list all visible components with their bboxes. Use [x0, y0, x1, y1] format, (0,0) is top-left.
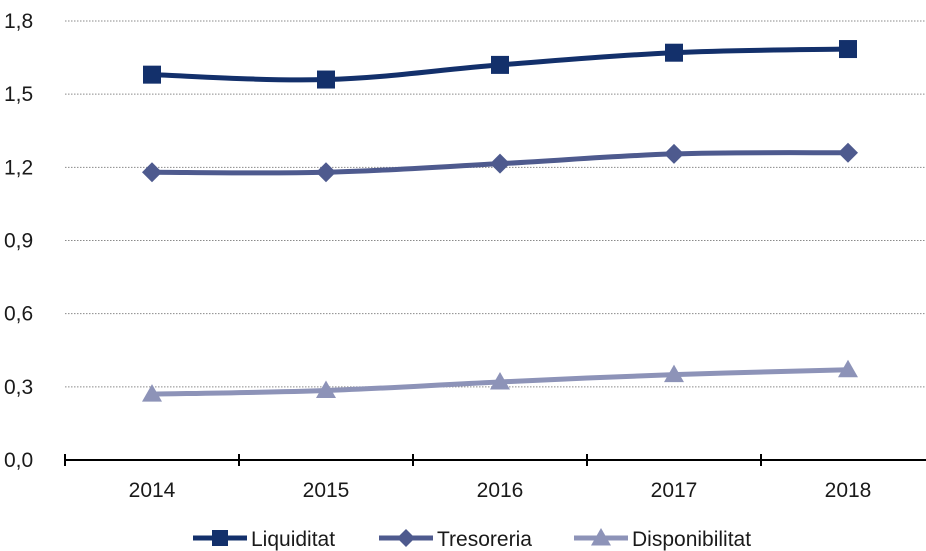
x-tick-label: 2015	[303, 479, 350, 502]
series-liquiditat	[143, 40, 857, 89]
legend-marker	[591, 528, 611, 546]
data-point	[664, 143, 684, 164]
x-tick-labels: 2014 2015 2016 2017 2018	[129, 479, 872, 502]
legend-item: Liquiditat	[193, 528, 335, 551]
data-point	[490, 371, 510, 390]
data-point	[839, 40, 857, 59]
axes	[64, 454, 926, 466]
y-tick-label: 0,6	[4, 303, 33, 326]
data-point	[143, 65, 161, 84]
data-point	[316, 162, 336, 183]
legend-item: Disponibilitat	[574, 528, 751, 551]
legend-label: Tresoreria	[437, 528, 532, 551]
data-point	[665, 43, 683, 62]
x-tick-label: 2017	[651, 479, 698, 502]
y-tick-label: 1,8	[4, 10, 33, 33]
series-tresoreria	[142, 142, 858, 183]
data-point	[317, 70, 335, 89]
data-point	[838, 359, 858, 378]
y-tick-label: 1,5	[4, 83, 33, 106]
data-point	[491, 55, 509, 74]
x-tick-label: 2018	[825, 479, 872, 502]
data-point	[664, 364, 684, 383]
series-disponibilitat	[142, 359, 858, 402]
data-point	[838, 142, 858, 163]
series-lines	[142, 40, 858, 402]
data-point	[142, 162, 162, 183]
legend-marker	[212, 530, 228, 546]
data-point	[316, 380, 336, 398]
data-point	[142, 384, 162, 402]
legend-marker	[397, 529, 415, 547]
y-tick-label: 0,3	[4, 376, 33, 399]
y-tick-labels: 0,0 0,3 0,6 0,9 1,2 1,5 1,8	[4, 10, 33, 472]
y-tick-label: 0,0	[4, 449, 33, 472]
x-tick-label: 2014	[129, 479, 176, 502]
data-point	[490, 153, 510, 174]
y-tick-label: 0,9	[4, 230, 33, 253]
legend-label: Liquiditat	[251, 528, 335, 551]
legend-label: Disponibilitat	[632, 528, 751, 551]
y-tick-label: 1,2	[4, 156, 33, 179]
x-tick-label: 2016	[477, 479, 524, 502]
legend-item: Tresoreria	[379, 528, 532, 551]
legend: Liquiditat Tresoreria Disponibilitat	[193, 528, 751, 551]
